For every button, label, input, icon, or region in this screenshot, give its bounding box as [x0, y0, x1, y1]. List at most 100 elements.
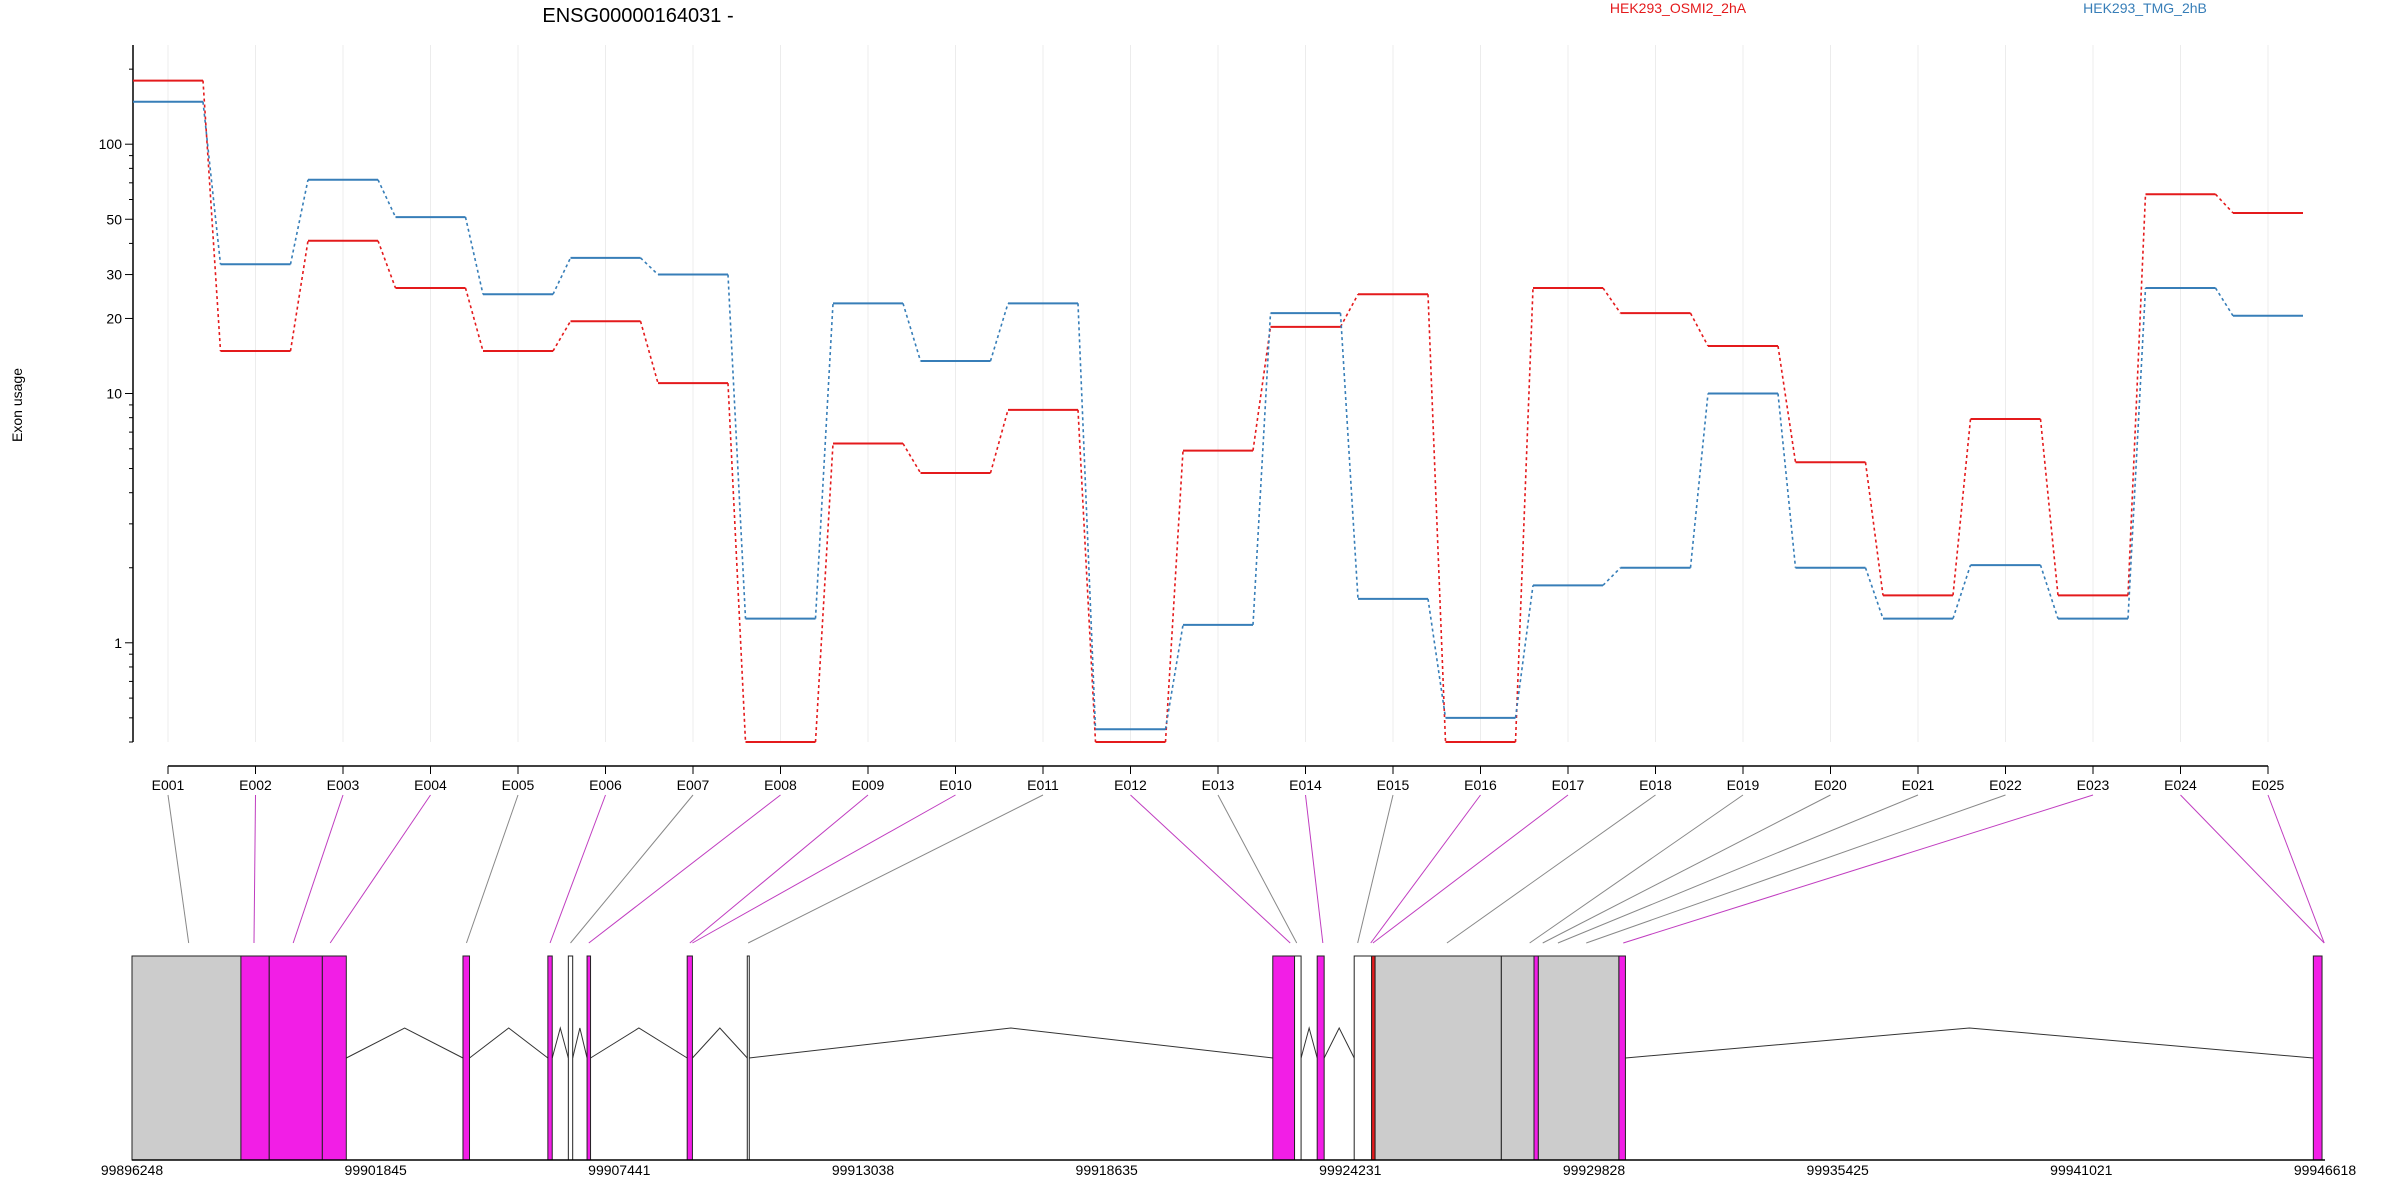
exon-connector	[588, 794, 781, 944]
exon-block	[746, 955, 750, 1161]
series-transition	[814, 303, 834, 619]
series-transition	[1864, 462, 1884, 596]
series-transition	[1339, 313, 1359, 599]
x-tick-label: E021	[1902, 777, 1935, 793]
x-tick-label: E004	[414, 777, 447, 793]
exon-connector	[1372, 794, 1569, 944]
intron-line	[692, 1027, 748, 1059]
exon-block	[131, 955, 242, 1161]
y-tick-label: 30	[106, 267, 122, 283]
series-transition	[464, 216, 484, 295]
x-tick-label: E016	[1464, 777, 1497, 793]
exon-connector	[2267, 794, 2325, 944]
grid-lines	[167, 45, 2269, 742]
coord-tick-label: 99901845	[345, 1162, 408, 1178]
exon-connector	[1370, 794, 1481, 944]
exon-connector	[2180, 794, 2325, 944]
intron-line	[590, 1027, 688, 1059]
x-tick-label: E003	[327, 777, 360, 793]
gene-model	[131, 955, 2323, 1161]
exon-connector	[689, 794, 869, 944]
exon-block	[547, 955, 553, 1161]
series-transition	[1164, 450, 1184, 743]
exon-block	[1374, 955, 1502, 1161]
series-transition	[1952, 564, 1972, 619]
intron-line	[1300, 1026, 1318, 1059]
x-tick-label: E010	[939, 777, 972, 793]
x-tick-label: E022	[1989, 777, 2022, 793]
exon-connector	[549, 794, 606, 944]
series-transition	[1514, 287, 1534, 743]
exon-connector	[692, 794, 956, 944]
series-transition	[2127, 287, 2147, 619]
series-transition	[289, 240, 309, 352]
series-0	[133, 79, 2303, 743]
series-transition	[377, 240, 397, 289]
exon-connector	[1623, 794, 2094, 944]
exon-block	[1272, 955, 1296, 1161]
chart-title: ENSG00000164031 -	[542, 5, 733, 27]
x-tick-label: E005	[502, 777, 535, 793]
coord-tick-label: 99935425	[1807, 1162, 1870, 1178]
x-tick-label: E007	[677, 777, 710, 793]
intron-line	[346, 1027, 464, 1059]
exon-connector	[1357, 794, 1394, 944]
intron-line	[1323, 1026, 1355, 1059]
exon-block	[1537, 955, 1620, 1161]
exon-block	[268, 955, 323, 1161]
x-tick-label: E018	[1639, 777, 1672, 793]
exon-connector	[1305, 794, 1324, 944]
x-tick-label: E006	[589, 777, 622, 793]
exon-connector	[1130, 794, 1291, 944]
x-tick-label: E012	[1114, 777, 1147, 793]
series-transition	[289, 179, 309, 265]
series-transition	[1077, 409, 1097, 743]
exon-block	[1618, 955, 1626, 1161]
series-transition	[902, 443, 922, 474]
coord-tick-label: 99929828	[1563, 1162, 1626, 1178]
exon-block	[586, 955, 592, 1161]
series-transition	[1689, 393, 1709, 568]
x-tick-label: E002	[239, 777, 272, 793]
y-tick-label: 100	[99, 136, 123, 152]
x-tick-label: E009	[852, 777, 885, 793]
series-transition	[989, 409, 1009, 474]
exon-block	[2312, 955, 2323, 1161]
series-transition	[552, 257, 572, 295]
exon-connector	[1557, 794, 1919, 944]
exon-block	[1371, 955, 1376, 1161]
y-tick-label: 20	[106, 310, 122, 326]
series-transition	[902, 303, 922, 362]
x-tick-label: E001	[152, 777, 185, 793]
coord-tick-label: 99941021	[2050, 1162, 2113, 1178]
series-transition	[1602, 287, 1622, 314]
exon-block	[1316, 955, 1325, 1161]
x-tick-label: E013	[1202, 777, 1235, 793]
x-tick-label: E015	[1377, 777, 1410, 793]
legend-entry-tmg: HEK293_TMG_2hB	[2083, 0, 2207, 16]
series-transition	[1777, 393, 1797, 568]
intron-line	[572, 1027, 588, 1059]
series-transition	[2214, 193, 2234, 214]
exon-block	[240, 955, 270, 1161]
exon-block	[1353, 955, 1373, 1161]
series-transition	[1952, 418, 1972, 596]
y-tick-label: 10	[106, 386, 122, 402]
coord-tick-label: 99913038	[832, 1162, 895, 1178]
y-axis: 1 10 20 30 50 100	[99, 45, 134, 743]
exon-block	[1533, 955, 1539, 1161]
series-transition	[2127, 194, 2147, 596]
series-transition	[1252, 326, 1272, 451]
exon-block	[462, 955, 471, 1161]
series-transition	[1427, 598, 1447, 718]
series-transition	[727, 274, 747, 619]
series-transition	[202, 101, 222, 265]
coordinate-axis: 99896248 99901845 99907441 99913038 99918635…	[101, 1159, 2356, 1178]
exon-connector	[167, 794, 190, 944]
series-transition	[1164, 624, 1184, 730]
x-tick-label: E011	[1027, 777, 1059, 793]
exon-block	[686, 955, 693, 1161]
connector-lines	[167, 794, 2325, 944]
series-transition	[1339, 293, 1359, 328]
